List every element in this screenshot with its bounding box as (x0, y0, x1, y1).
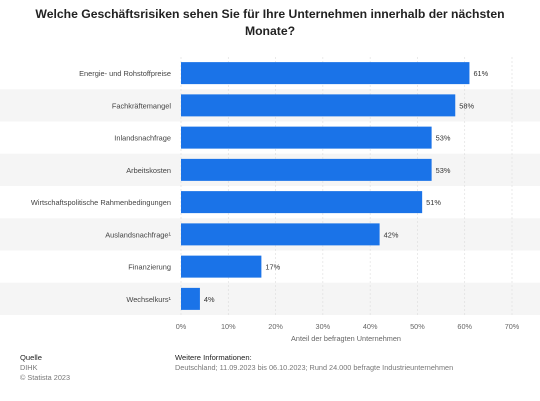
copyright-text: © Statista 2023 (20, 373, 70, 382)
bar-chart: Energie- und Rohstoffpreise Fachkräfteman… (0, 57, 540, 343)
category-label: Energie- und Rohstoffpreise (79, 69, 171, 78)
category-label: Arbeitskosten (126, 166, 171, 175)
category-label: Finanzierung (128, 263, 171, 272)
value-label: 58% (459, 101, 474, 110)
x-tick-label: 60% (457, 322, 472, 331)
info-block: Weitere Informationen: Deutschland; 11.0… (175, 353, 453, 373)
x-tick-label: 10% (221, 322, 236, 331)
bar (181, 94, 456, 117)
value-label: 42% (384, 230, 399, 239)
value-label: 4% (204, 295, 215, 304)
x-tick-label: 0% (176, 322, 187, 331)
category-label: Inlandsnachfrage (114, 134, 171, 143)
source-block: Quelle DIHK © Statista 2023 (20, 353, 70, 383)
source-name: DIHK (20, 363, 38, 372)
category-label: Fachkräftemangel (112, 101, 172, 110)
bar (181, 287, 200, 310)
category-label: Wechselkurs¹ (126, 295, 171, 304)
value-label: 17% (265, 263, 280, 272)
source-heading: Quelle (20, 353, 42, 362)
x-tick-label: 40% (363, 322, 378, 331)
bar (181, 223, 380, 246)
chart-title: Welche Geschäftsrisiken sehen Sie für Ih… (35, 7, 505, 38)
value-label: 53% (436, 134, 451, 143)
bar (181, 191, 423, 214)
x-tick-label: 20% (268, 322, 283, 331)
x-tick-label: 30% (316, 322, 331, 331)
bar (181, 158, 432, 181)
x-tick-label: 50% (410, 322, 425, 331)
bar (181, 126, 432, 149)
value-label: 53% (436, 166, 451, 175)
info-text: Deutschland; 11.09.2023 bis 06.10.2023; … (175, 363, 454, 372)
value-label: 61% (473, 69, 488, 78)
row-band (0, 282, 540, 315)
category-label: Auslandsnachfrage¹ (105, 230, 171, 239)
bar (181, 62, 470, 85)
value-label: 51% (426, 198, 441, 207)
x-tick-label: 70% (505, 322, 520, 331)
category-label: Wirtschaftspolitische Rahmenbedingungen (31, 198, 171, 207)
x-axis-label: Anteil der befragten Unternehmen (291, 334, 401, 343)
bar (181, 255, 262, 278)
info-heading: Weitere Informationen: (175, 353, 252, 362)
